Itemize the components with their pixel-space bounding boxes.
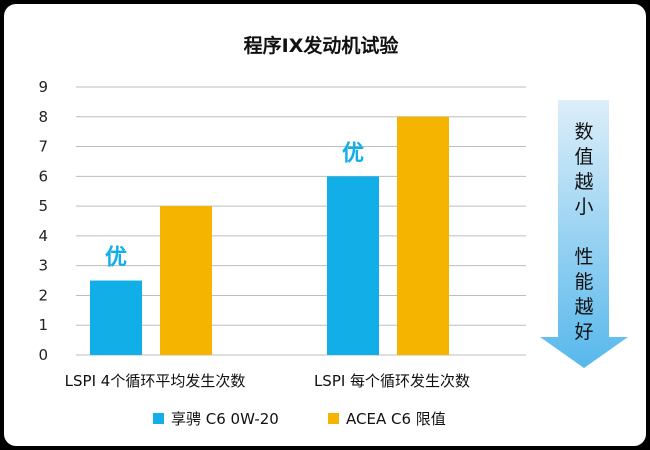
- side-note-char: 性: [574, 246, 593, 268]
- y-axis-ticks: 0 1 2 3 4 5 6 7 8 9: [38, 78, 48, 364]
- legend-swatch: [328, 413, 339, 424]
- y-tick-label: 2: [38, 286, 48, 304]
- annotation-label: 优: [105, 245, 127, 271]
- legend-swatch: [153, 413, 164, 424]
- y-tick-label: 8: [38, 108, 48, 126]
- side-note-char: 能: [574, 271, 593, 293]
- x-axis-categories: LSPI 4个循环平均发生次数 LSPI 每个循环发生次数: [65, 372, 470, 390]
- side-note-char: 好: [574, 321, 593, 343]
- legend: 享骋 C6 0W-20 ACEA C6 限值: [153, 410, 446, 428]
- side-note-char: 值: [574, 146, 593, 168]
- chart-title: 程序IX发动机试验: [244, 34, 400, 57]
- down-arrow-shape: [540, 100, 628, 368]
- y-tick-label: 9: [38, 78, 48, 96]
- bar: [397, 116, 449, 356]
- bars: [90, 116, 449, 356]
- x-category-label: LSPI 4个循环平均发生次数: [65, 372, 246, 390]
- side-note-char: 越: [574, 171, 593, 193]
- y-tick-label: 7: [38, 138, 48, 156]
- x-category-label: LSPI 每个循环发生次数: [314, 372, 470, 390]
- y-tick-label: 3: [38, 257, 48, 275]
- annotations: 优优: [105, 140, 364, 270]
- y-tick-label: 4: [38, 227, 48, 245]
- y-tick-label: 5: [38, 197, 48, 215]
- y-tick-label: 6: [38, 167, 48, 185]
- bar: [90, 280, 142, 355]
- annotation-label: 优: [342, 140, 364, 166]
- grid-lines: [76, 86, 526, 356]
- y-tick-label: 1: [38, 316, 48, 334]
- side-note-char: 越: [574, 296, 593, 318]
- bar: [160, 206, 212, 355]
- legend-label: 享骋 C6 0W-20: [171, 410, 279, 428]
- legend-label: ACEA C6 限值: [346, 410, 446, 428]
- bar: [327, 176, 379, 355]
- side-note-char: 数: [574, 121, 593, 143]
- y-tick-label: 0: [38, 346, 48, 364]
- side-note-char: 小: [574, 196, 593, 218]
